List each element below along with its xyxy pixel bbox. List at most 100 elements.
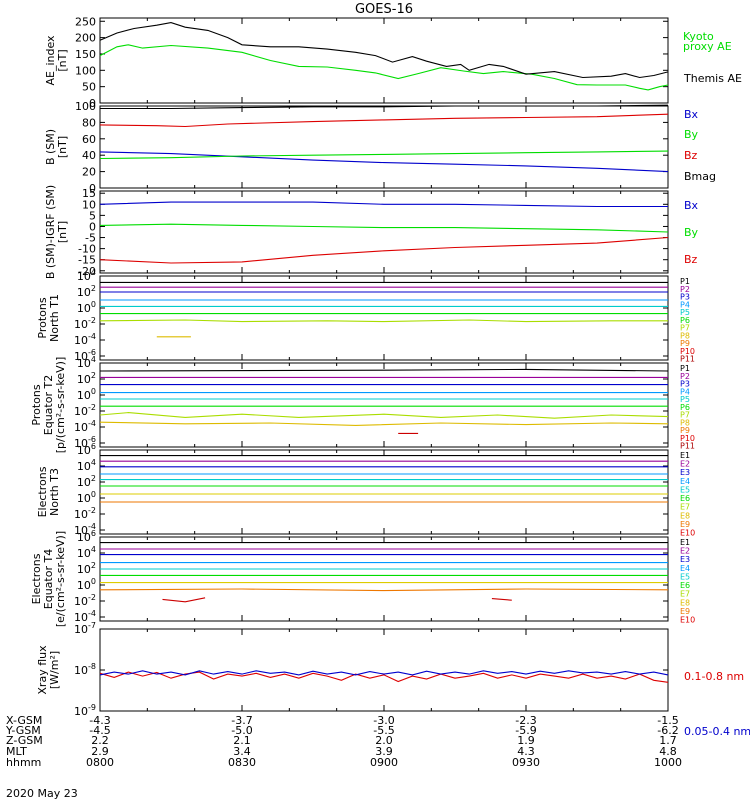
legend-label: proxy AE (683, 40, 732, 53)
panel-frame (99, 362, 669, 448)
legend-label: P9 (680, 426, 690, 435)
footer-row-label: Z-GSM (6, 734, 43, 747)
series-by (99, 150, 669, 160)
y-tick-label: -20 (78, 265, 96, 278)
legend-label: Bz (684, 149, 698, 162)
footer-value: 1.7 (659, 734, 677, 747)
y-tick-label: 102 (77, 284, 96, 299)
footer-value: -5.9 (515, 724, 536, 737)
y-tick-label: 20 (82, 166, 96, 179)
legend-label: By (684, 226, 699, 239)
legend-label: E6 (680, 494, 690, 503)
legend-label: P6 (680, 316, 690, 325)
series-bz (99, 113, 669, 128)
legend-label: E5 (680, 572, 690, 581)
legend-label: Kyoto (683, 30, 714, 43)
legend-label: P5 (680, 308, 690, 317)
legend-label: Bx (684, 108, 699, 121)
y-tick-label: 10-4 (74, 419, 96, 434)
legend-label: By (684, 128, 699, 141)
series-by (99, 223, 669, 233)
legend-label: P10 (680, 347, 695, 356)
footer-value: 2.0 (375, 734, 393, 747)
footer-value: -1.5 (657, 714, 678, 727)
footer-value: -4.3 (89, 714, 110, 727)
panel-frame (99, 628, 669, 712)
legend-label: P11 (680, 442, 695, 451)
y-axis-label: B (SM)[nT] (44, 129, 69, 165)
y-tick-label: 60 (82, 133, 96, 146)
y-tick-label: 10-2 (74, 506, 96, 521)
legend-label: E7 (680, 503, 690, 512)
series-bmag (100, 104, 669, 110)
footer-value: 1000 (654, 756, 682, 769)
legend-label: E3 (680, 555, 690, 564)
date-label: 2020 May 23 (6, 787, 78, 800)
series-p7 (99, 319, 668, 323)
footer-value: 0900 (370, 756, 398, 769)
y-tick-label: 102 (77, 474, 96, 489)
y-tick-label: -5 (85, 232, 96, 245)
legend-label: P2 (680, 372, 690, 381)
legend-label: P4 (680, 387, 690, 396)
y-tick-label: 106 (77, 529, 96, 544)
legend-label: P7 (680, 324, 690, 333)
y-tick-label: 80 (82, 116, 96, 129)
footer-value: 2.1 (233, 734, 251, 747)
footer-value: 2.9 (91, 745, 109, 758)
y-axis-label: ProtonsEquator T2[p/(cm²-s-sr-keV)] (30, 357, 67, 454)
panel-2: 0 20 40 60 80 100 B (SM)[nT] Bx By Bz Bmag (44, 100, 716, 195)
y-tick-label: 0 (89, 220, 96, 233)
y-axis-label: B (SM)-IGRF (SM)[nT] (44, 185, 69, 279)
legend-label: E8 (680, 511, 690, 520)
legend-label: E6 (680, 581, 690, 590)
legend-label: Bz (684, 253, 698, 266)
series-p1 (99, 368, 669, 372)
y-axis-label: Xray flux[W/m²] (36, 645, 61, 695)
panel-frame (99, 190, 669, 274)
footer-row-label: hhmm (6, 756, 41, 769)
legend-label: E1 (680, 451, 690, 460)
y-tick-label: 200 (75, 32, 96, 45)
series-0-05-0-4-nm (99, 670, 669, 676)
y-tick-label: 102 (77, 371, 96, 386)
legend-label: E8 (680, 598, 690, 607)
series-p8 (99, 421, 669, 426)
series-bx (99, 201, 668, 208)
footer-value: 4.8 (659, 745, 677, 758)
y-tick-label: 10-7 (74, 621, 96, 636)
legend-label: P6 (680, 403, 690, 412)
y-tick-label: 100 (77, 490, 96, 505)
series-themis-ae (99, 22, 669, 79)
legend-label: E7 (680, 590, 690, 599)
y-tick-label: 106 (77, 442, 96, 457)
footer-row-label: X-GSM (6, 714, 42, 727)
legend-label: E5 (680, 485, 690, 494)
footer-value: 0830 (228, 756, 256, 769)
panel-frame (99, 275, 669, 361)
series-e10 (491, 598, 512, 601)
series-kyoto-proxy-ae (99, 44, 669, 91)
footer-value: -6.2 (657, 724, 678, 737)
y-tick-label: 0 (89, 97, 96, 110)
y-tick-label: 10-4 (74, 332, 96, 347)
y-tick-label: 100 (77, 387, 96, 402)
y-tick-label: 10-2 (74, 593, 96, 608)
legend-label: E9 (680, 607, 690, 616)
y-tick-label: 0 (89, 182, 96, 195)
series-bz (99, 236, 669, 264)
legend-label: P4 (680, 300, 690, 309)
legend-label: E4 (680, 564, 690, 573)
legend-label: P10 (680, 434, 695, 443)
y-tick-label: 150 (75, 48, 96, 61)
